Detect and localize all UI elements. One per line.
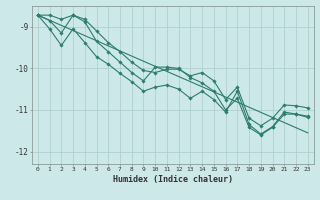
X-axis label: Humidex (Indice chaleur): Humidex (Indice chaleur) [113, 175, 233, 184]
